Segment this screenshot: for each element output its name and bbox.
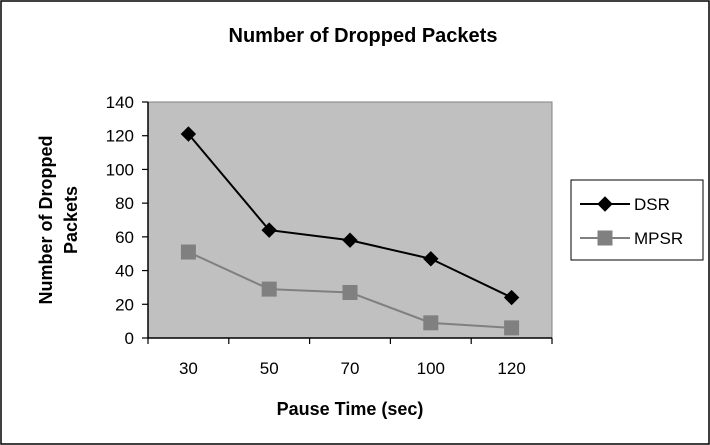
legend-box (570, 179, 704, 261)
data-point-mpsr (180, 244, 196, 260)
x-tick-label: 50 (260, 359, 279, 378)
data-point-dsr (180, 126, 197, 142)
data-point-dsr (342, 232, 358, 248)
y-tick-label: 20 (115, 295, 134, 314)
data-point-mpsr (342, 284, 358, 300)
legend-marker-dsr (597, 196, 613, 212)
y-axis-title-line-1: Number of Dropped (36, 136, 56, 305)
y-tick-label: 80 (115, 194, 134, 213)
data-point-dsr (261, 222, 277, 238)
data-point-mpsr (423, 315, 439, 331)
data-point-mpsr (261, 281, 277, 297)
y-tick-label: 40 (115, 262, 134, 281)
plot-area (147, 101, 553, 339)
x-tick-label: 70 (341, 359, 360, 378)
x-tick-label: 30 (179, 359, 198, 378)
data-point-mpsr (504, 320, 520, 336)
chart-title: Number of Dropped Packets (229, 25, 498, 47)
x-tick-label: 120 (497, 359, 525, 378)
y-tick-label: 120 (106, 127, 134, 146)
legend-marker-mpsr (597, 230, 613, 246)
x-axis-title: Pause Time (sec) (277, 399, 424, 419)
y-tick-label: 0 (125, 329, 134, 348)
series-group (180, 126, 520, 336)
y-tick-label: 100 (106, 160, 134, 179)
x-tick-label: 100 (417, 359, 445, 378)
legend-label-dsr: DSR (634, 195, 670, 214)
y-tick-label: 140 (106, 93, 134, 112)
legend-label-mpsr: MPSR (634, 229, 683, 248)
legend: DSR MPSR (570, 179, 704, 261)
series-mpsr (180, 244, 520, 336)
series-dsr (180, 126, 520, 306)
y-axis-title-line-2: Packets (61, 186, 81, 254)
data-point-dsr (503, 289, 520, 306)
y-tick-label: 60 (115, 228, 134, 247)
data-point-dsr (423, 251, 439, 267)
axes: 0 20 40 60 80 100 120 140 30 50 70 100 120 (106, 93, 553, 378)
